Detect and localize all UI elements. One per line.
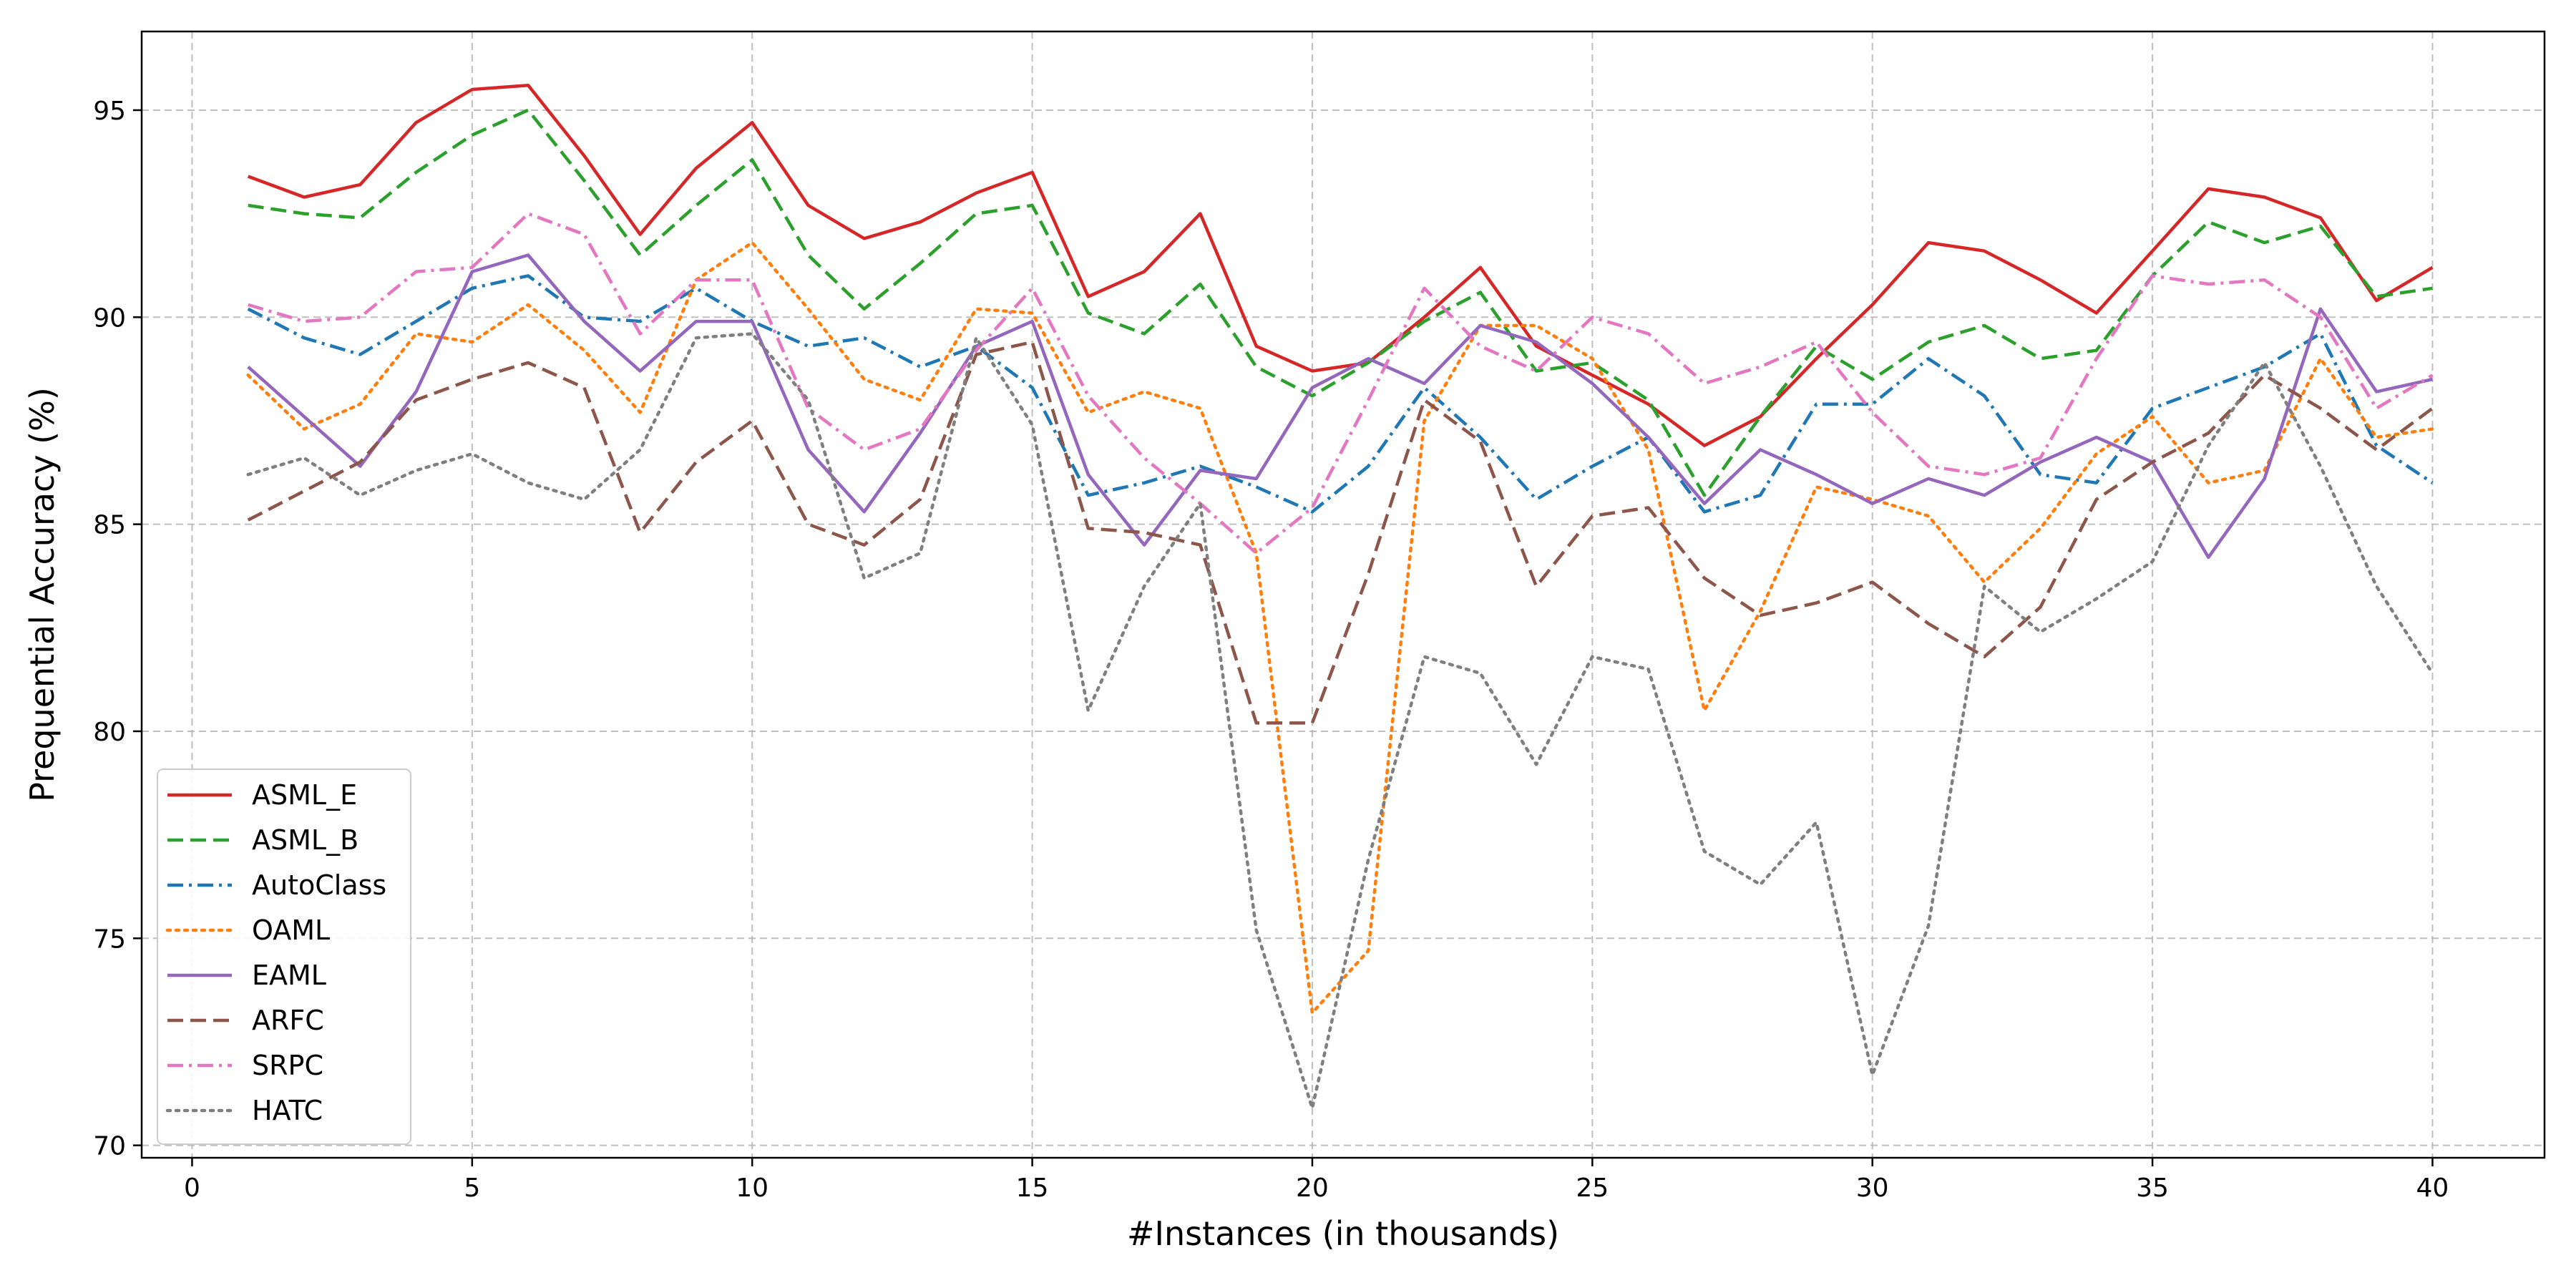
x-axis-ticks: 0 5 10 15 20 25 30 35 40 <box>184 1158 2449 1203</box>
y-tick-label: 95 <box>93 97 126 126</box>
series-line-asml_b <box>248 108 2433 497</box>
series-line-eaml <box>247 253 2433 560</box>
legend-label: OAML <box>252 914 330 946</box>
legend-label: HATC <box>252 1095 323 1126</box>
y-tick-label: 90 <box>93 303 126 333</box>
y-tick-label: 70 <box>93 1132 126 1161</box>
series-line-autoclass <box>247 274 2434 514</box>
legend-box <box>157 769 411 1145</box>
grid <box>142 31 2545 1158</box>
y-tick-label: 80 <box>93 718 126 747</box>
legend-label: ASML_B <box>252 824 358 856</box>
legend-label: ASML_E <box>252 779 357 811</box>
legend-label: ARFC <box>252 1005 324 1036</box>
legend-label: SRPC <box>252 1050 323 1081</box>
series-line-oaml <box>246 240 2434 1015</box>
plot-frame <box>140 30 2546 1159</box>
y-axis-ticks: 70 75 80 85 90 95 <box>93 97 142 1161</box>
x-tick-label: 40 <box>2416 1174 2449 1203</box>
x-tick-label: 10 <box>736 1174 769 1203</box>
x-tick-label: 25 <box>1576 1174 1609 1203</box>
x-tick-label: 30 <box>1856 1174 1889 1203</box>
x-tick-label: 15 <box>1016 1174 1049 1203</box>
y-tick-label: 75 <box>93 924 126 954</box>
series-line-asml_e <box>247 83 2434 447</box>
x-axis-label: #Instances (in thousands) <box>1127 1214 1559 1253</box>
x-tick-label: 35 <box>2136 1174 2169 1203</box>
series-line-hatc <box>246 332 2434 1110</box>
series-line-arfc <box>247 340 2434 725</box>
y-tick-label: 85 <box>93 511 126 540</box>
y-axis-label: Prequential Accuracy (%) <box>23 387 62 802</box>
x-tick-label: 5 <box>464 1174 480 1203</box>
series-lines <box>246 83 2434 1110</box>
series-line-srpc <box>248 212 2434 555</box>
legend-label: EAML <box>252 960 326 991</box>
legend: ASML_E ASML_B AutoClass OAML EAML ARFC SRPC HAT… <box>157 769 411 1145</box>
x-tick-label: 0 <box>184 1174 200 1203</box>
legend-label: AutoClass <box>252 869 386 901</box>
x-tick-label: 20 <box>1296 1174 1329 1203</box>
